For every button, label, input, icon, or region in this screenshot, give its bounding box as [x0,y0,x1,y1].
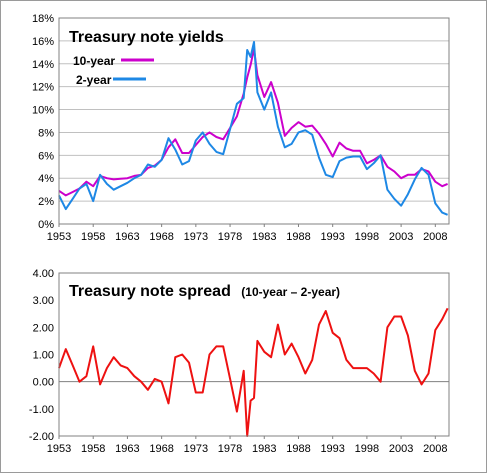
x-tick-label: 1953 [47,443,71,455]
x-tick-label: 2008 [423,443,447,455]
y-tick-label: 0% [38,219,54,231]
spread-series [58,307,449,437]
legend-2yr-label: 2-year [76,73,112,87]
x-tick-label: 1978 [218,231,242,243]
series-line-2-year [58,41,448,216]
y-tick-label: 3.00 [33,295,54,307]
x-tick-label: 2003 [389,231,413,243]
x-tick-label: 1998 [355,443,379,455]
yields-x-tick-labels: 1953 1958 1963 1968 1973 1978 1983 1988 1993 1998… [47,224,448,243]
x-tick-label: 1983 [252,231,276,243]
spread-plot-border [58,272,450,437]
yields-title: Treasury note yields [69,29,224,46]
y-tick-label: 4.00 [33,268,54,280]
x-tick-label: 2003 [389,443,413,455]
y-tick-label: 14% [32,59,54,71]
y-tick-label: 2% [38,196,54,208]
y-tick-label: 10% [32,105,54,117]
spread-y-tick-labels: 4.00 3.00 2.00 1.00 0.00 -1.00 -2.00 [29,268,54,443]
y-tick-label: 8% [38,127,54,139]
x-tick-label: 1958 [81,443,105,455]
y-tick-label: 18% [32,13,54,25]
y-tick-label: -2.00 [29,431,54,443]
y-tick-label: 1.00 [33,350,54,362]
yields-chart: 0%2%4%6%8%10%12%14%16%18% 1953 1958 1963 19… [32,13,450,243]
y-tick-label: 0.00 [33,377,54,389]
series-line-10-year [58,47,448,197]
y-tick-label: -1.00 [29,404,54,416]
x-tick-label: 1953 [47,231,71,243]
x-tick-label: 1963 [115,443,139,455]
x-tick-label: 1998 [355,231,379,243]
series-line-series-0 [58,307,449,437]
spread-chart: 4.003.002.001.000.00-1.00-2.00 1953 1958 1… [29,268,450,455]
x-tick-label: 1993 [320,443,344,455]
y-tick-label: 2.00 [33,322,54,334]
x-tick-label: 2008 [423,231,447,243]
legend-10yr-label: 10-year [73,54,115,68]
y-tick-label: 6% [38,150,54,162]
y-tick-label: 16% [32,36,54,48]
spread-x-tick-labels: 1953 1958 1963 1968 1973 1978 1983 1988 1993 1998… [47,436,448,455]
x-tick-label: 1973 [184,443,208,455]
x-tick-label: 1988 [286,231,310,243]
x-tick-label: 1973 [184,231,208,243]
yields-series [58,41,448,216]
y-tick-label: 12% [32,82,54,94]
x-tick-label: 1983 [252,443,276,455]
x-tick-label: 1968 [149,231,173,243]
spread-title-main: Treasury note spread [69,283,231,300]
yields-gridlines [59,40,449,202]
yields-y-tick-labels: 0% 2% 4% 6% 8% 10% 12% 14% 16% 18% [32,13,54,231]
x-tick-label: 1968 [149,443,173,455]
spread-title: Treasury note spread (10-year – 2-year) [69,283,340,300]
x-tick-label: 1958 [81,231,105,243]
x-tick-label: 1988 [286,443,310,455]
y-tick-label: 4% [38,173,54,185]
x-tick-label: 1978 [218,443,242,455]
x-tick-label: 1963 [115,231,139,243]
yields-plot-border [58,17,450,225]
spread-title-sub: (10-year – 2-year) [241,285,340,299]
x-tick-label: 1993 [320,231,344,243]
